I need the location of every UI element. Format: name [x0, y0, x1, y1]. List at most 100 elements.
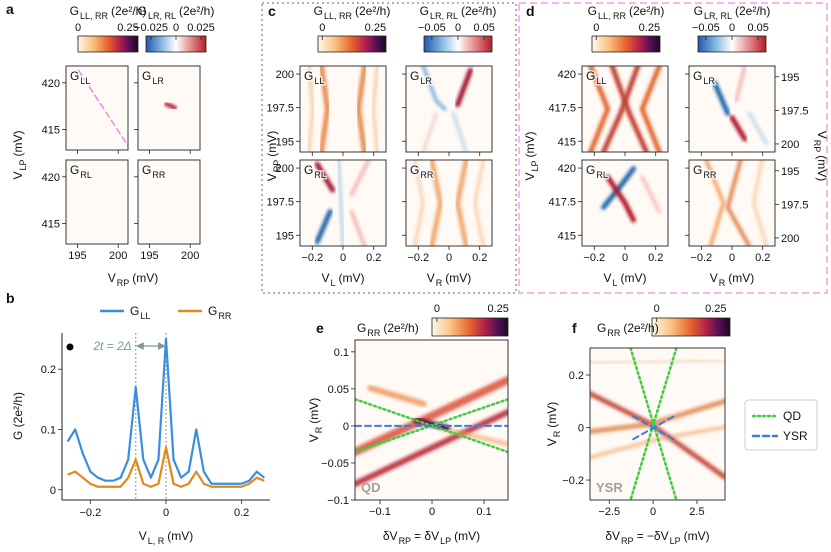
- subscript: LL, RR: [80, 11, 109, 21]
- x-axis-label: VRP (mV): [108, 271, 159, 288]
- x-axis-label: δVRP = −δVLP (mV): [605, 529, 709, 546]
- subscript: RR: [367, 328, 380, 338]
- colorbar: [77, 35, 139, 53]
- y2-tick-label: 195: [781, 166, 799, 178]
- text-part: (mV): [454, 529, 480, 543]
- text-part: G (2e²/h): [11, 392, 25, 440]
- heatmap-feature: [319, 66, 331, 152]
- heatmap-features: [138, 101, 200, 150]
- colorbar-title: GRR (2e²/h): [597, 321, 659, 338]
- text-part: G: [70, 69, 79, 83]
- watermark: YSR: [596, 480, 623, 495]
- watermark: QD: [361, 480, 381, 495]
- colorbar-tick-label: 0.25: [705, 303, 726, 315]
- heatmap-features: [355, 376, 508, 487]
- text-part: G: [314, 4, 323, 18]
- y2-tick-label: 195: [781, 72, 799, 84]
- subplot-label: GRR: [693, 163, 717, 180]
- panel-label: b: [6, 290, 15, 306]
- y-tick-label: 415: [558, 230, 576, 242]
- legend-label: GLL: [130, 304, 150, 321]
- x-tick-label: 0: [446, 252, 452, 264]
- text-part: δV: [383, 529, 398, 543]
- heatmap-feature: [747, 111, 769, 146]
- text-part: V: [321, 271, 329, 285]
- subscript: RP: [621, 536, 634, 546]
- y-tick-label: 200: [276, 163, 294, 175]
- x-tick-label: 2.5: [689, 506, 704, 518]
- colorbar-tick-label: 0.25: [117, 22, 138, 34]
- x-tick-label: −0.1: [369, 506, 391, 518]
- y2-tick-label: 200: [781, 233, 799, 245]
- subscript: LL, RR: [324, 11, 353, 21]
- text-part: G: [304, 69, 313, 83]
- heatmap-features: [66, 160, 128, 205]
- y-tick-label: 415: [42, 124, 60, 136]
- subplot-label: GRL: [304, 163, 326, 180]
- text-part: G: [142, 163, 151, 177]
- heatmap-background: [406, 160, 492, 246]
- text-part: (mV): [545, 402, 559, 428]
- legend-label: QD: [783, 409, 801, 423]
- x-tick-label: 200: [181, 250, 199, 262]
- legend-box: [744, 399, 818, 451]
- heatmap-features: [704, 160, 769, 246]
- text-part: (2e²/h): [383, 321, 418, 335]
- y-axis-label: V LP (mV): [11, 130, 28, 179]
- x-axis-label: VL (mV): [321, 271, 364, 288]
- y-tick-label: 0.05: [328, 384, 349, 396]
- heatmap-feature: [314, 161, 336, 193]
- subplot-label: GRL: [586, 163, 608, 180]
- x-tick-label: 0.2: [472, 252, 487, 264]
- heatmap-feature: [314, 209, 333, 245]
- y-tick-label: −0.1: [327, 495, 349, 507]
- subscript: R: [719, 278, 726, 288]
- y-tick-label: 415: [558, 136, 576, 148]
- text-part: V: [603, 271, 611, 285]
- heatmap-feature: [436, 425, 508, 447]
- heatmap-feature: [601, 166, 637, 210]
- panel-d-box: [518, 2, 828, 294]
- text-part: (mV): [265, 131, 279, 157]
- text-part: V: [265, 173, 279, 181]
- plot-frame: [65, 65, 129, 151]
- text-part: G: [208, 304, 217, 318]
- subplot-label: GRL: [70, 163, 92, 180]
- heatmap-feature: [337, 160, 345, 246]
- subplot-label: GLR: [142, 69, 164, 86]
- subscript: LR, RL: [148, 11, 176, 21]
- x-tick-label: 0: [650, 506, 656, 518]
- y-axis-label: VR (mV): [307, 398, 324, 443]
- colorbar-title: GLL, RR (2e²/h): [588, 4, 665, 21]
- y-tick-label: 420: [42, 172, 60, 184]
- heatmap-feature: [729, 115, 748, 142]
- colorbar-title: GLL, RR (2e²/h): [70, 4, 147, 21]
- x-tick-label: 0: [340, 252, 346, 264]
- subscript: RP: [117, 278, 130, 288]
- subscript: RL: [80, 170, 92, 180]
- heatmap-feature: [412, 160, 426, 246]
- colorbar-tick-label: 0: [434, 303, 440, 315]
- text-part: G: [586, 69, 595, 83]
- subscript: LL: [596, 76, 606, 86]
- subplot-label: GRR: [410, 163, 434, 180]
- text-part: V: [11, 172, 25, 180]
- text-part: (2e²/h): [179, 4, 214, 18]
- heatmap-features: [588, 66, 662, 152]
- heatmap-feature: [355, 376, 508, 456]
- heatmap-background: [689, 66, 775, 152]
- x-axis-label: VR (mV): [427, 271, 472, 288]
- subscript: RR: [703, 170, 716, 180]
- text-part: (2e²/h): [735, 4, 770, 18]
- colorbar-title: GLL, RR (2e²/h): [314, 4, 391, 21]
- x-tick-label: 0: [163, 507, 169, 519]
- panel-label: f: [572, 320, 577, 336]
- y-tick-label: 0.2: [41, 364, 56, 376]
- y-tick-label: 195: [276, 136, 294, 148]
- heatmap-features: [712, 66, 769, 146]
- colorbar: [431, 317, 509, 337]
- heatmap-feature: [725, 160, 752, 246]
- colorbar-tick-label: 0.25: [639, 22, 660, 34]
- x-tick-label: 200: [109, 250, 127, 262]
